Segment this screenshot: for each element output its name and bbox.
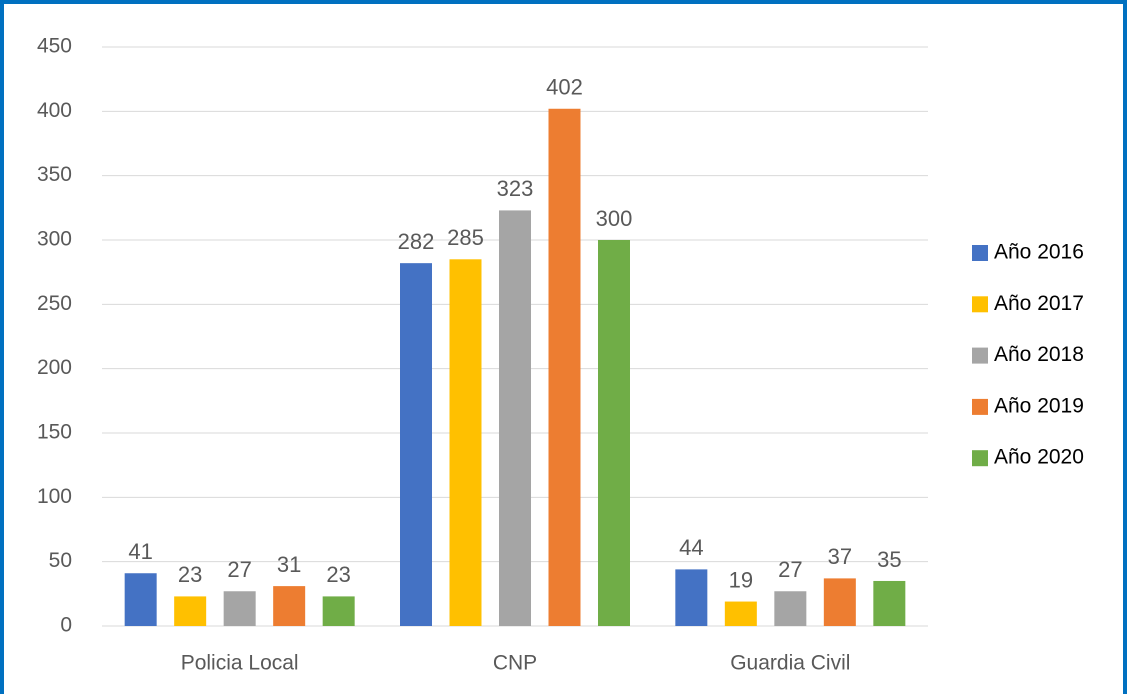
- data-label: 31: [277, 552, 301, 577]
- y-tick-label: 450: [37, 35, 72, 58]
- data-label: 27: [227, 557, 251, 582]
- data-label: 323: [497, 176, 534, 201]
- data-label: 23: [326, 562, 350, 587]
- legend-label: Año 2019: [994, 394, 1084, 417]
- data-label: 41: [128, 539, 152, 564]
- y-tick-label: 150: [37, 421, 72, 444]
- bar: [774, 591, 807, 626]
- data-label: 27: [778, 557, 802, 582]
- data-label: 282: [398, 229, 435, 254]
- y-tick-label: 50: [49, 549, 72, 572]
- bar: [598, 240, 630, 626]
- bar: [174, 596, 207, 626]
- y-tick-label: 350: [37, 163, 72, 186]
- bar: [449, 259, 482, 626]
- bar: [823, 578, 856, 626]
- y-tick-label: 100: [37, 485, 72, 508]
- bar: [124, 573, 157, 626]
- legend-label: Año 2016: [994, 241, 1084, 264]
- bar: [223, 591, 256, 626]
- data-label: 300: [596, 206, 633, 231]
- x-tick-label: Policia Local: [181, 652, 299, 675]
- y-tick-label: 300: [37, 228, 72, 251]
- bar: [548, 108, 581, 626]
- data-label: 37: [828, 544, 852, 569]
- data-label: 19: [729, 567, 753, 592]
- legend-label: Año 2018: [994, 343, 1084, 366]
- legend-swatch: [972, 398, 988, 415]
- bar: [724, 601, 757, 626]
- bar: [675, 569, 708, 626]
- legend-swatch: [972, 450, 988, 467]
- legend-swatch: [972, 296, 988, 313]
- y-tick-label: 200: [37, 356, 72, 379]
- legend-label: Año 2020: [994, 446, 1084, 469]
- legend-swatch: [972, 245, 988, 261]
- bar: [873, 580, 906, 626]
- y-tick-label: 400: [37, 99, 72, 122]
- data-label: 402: [546, 75, 583, 100]
- bar: [400, 263, 432, 626]
- data-label: 35: [877, 547, 901, 572]
- bar: [499, 210, 531, 626]
- legend-swatch: [972, 347, 988, 364]
- x-tick-label: Guardia Civil: [730, 652, 850, 675]
- data-label: 44: [679, 535, 703, 560]
- data-label: 285: [447, 225, 484, 250]
- bar: [273, 586, 306, 626]
- y-tick-label: 250: [37, 292, 72, 315]
- bar: [322, 596, 355, 626]
- y-tick-label: 0: [60, 614, 72, 637]
- legend-label: Año 2017: [994, 292, 1084, 315]
- x-tick-label: CNP: [493, 652, 537, 675]
- data-label: 23: [178, 562, 202, 587]
